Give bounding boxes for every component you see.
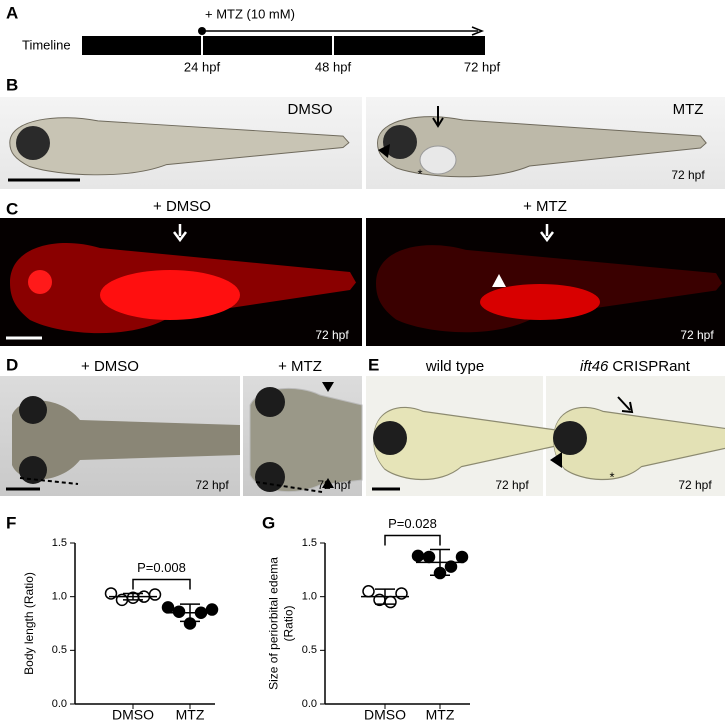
p-value: P=0.028 — [388, 516, 437, 531]
arrowhead — [492, 274, 506, 287]
panel-label: D — [6, 355, 18, 374]
panel-label: A — [6, 3, 18, 22]
y-tick-label: 1.5 — [302, 537, 317, 549]
yolk — [100, 270, 240, 320]
p-value: P=0.008 — [137, 560, 186, 575]
timeline-bar — [82, 36, 485, 55]
y-axis-label: (Ratio) — [282, 605, 296, 641]
caption: + MTZ — [523, 198, 567, 215]
y-tick-label: 0.0 — [52, 698, 67, 710]
time-label: 72 hpf — [680, 328, 714, 342]
width-arrow — [19, 477, 79, 485]
time-label: 72 hpf — [495, 478, 529, 492]
gene-name: ift46 — [580, 358, 609, 375]
y-tick-label: 1.5 — [52, 537, 67, 549]
yolk — [480, 284, 600, 320]
arrowhead — [322, 382, 334, 392]
arrow — [432, 106, 444, 128]
x-tick-label: DMSO — [112, 707, 154, 721]
data-point — [422, 550, 436, 564]
caption-text: CRISPRant — [612, 358, 690, 375]
eye — [19, 456, 47, 484]
time-label: 72 hpf — [678, 478, 712, 492]
timeline-label: Timeline — [22, 37, 71, 52]
arrow-head — [471, 26, 485, 36]
asterisk: * — [417, 166, 422, 181]
eye — [19, 396, 47, 424]
caption: MTZ — [673, 101, 704, 118]
y-axis-label: Size of periorbital edema — [267, 557, 281, 690]
eye — [383, 125, 417, 159]
x-tick-label: DMSO — [364, 707, 406, 721]
y-tick-label: 0.5 — [52, 644, 67, 656]
caption: ift46 CRISPRant — [580, 358, 691, 375]
panel-label: B — [6, 75, 18, 94]
y-tick-label: 1.0 — [52, 591, 67, 603]
arrowhead — [322, 478, 334, 488]
time-label: 72 hpf — [315, 328, 349, 342]
arrow — [617, 396, 634, 414]
eye — [28, 270, 52, 294]
treatment-label: + MTZ (10 mM) — [205, 6, 295, 21]
data-point — [411, 549, 425, 563]
caption: + DMSO — [81, 358, 139, 375]
time-point: 72 hpf — [464, 59, 501, 74]
panel-label: F — [6, 513, 16, 532]
x-tick-label: MTZ — [176, 707, 205, 721]
eye — [553, 421, 587, 455]
y-tick-label: 0.5 — [302, 644, 317, 656]
data-point — [362, 585, 375, 598]
panel-label: E — [368, 355, 379, 374]
caption: + DMSO — [153, 198, 211, 215]
y-tick-label: 0.0 — [302, 698, 317, 710]
larva-dorsal — [12, 400, 240, 480]
asterisk: * — [609, 469, 614, 484]
caption: DMSO — [288, 101, 333, 118]
data-point — [161, 601, 175, 614]
arrow — [540, 224, 554, 243]
data-point — [444, 560, 458, 573]
data-point — [384, 595, 397, 609]
x-tick-label: MTZ — [426, 707, 455, 721]
time-label: 72 hpf — [317, 478, 351, 492]
edema — [419, 145, 457, 175]
y-axis-label: Body length (Ratio) — [22, 572, 36, 675]
panel-label: C — [6, 199, 18, 218]
eye — [255, 387, 285, 417]
panel-label: G — [262, 513, 275, 532]
data-point — [148, 588, 162, 601]
eye — [255, 462, 285, 492]
time-point: 48 hpf — [315, 59, 352, 74]
arrowhead — [550, 452, 562, 468]
charts: F 0.0 0.5 1.0 1.5 Body length (Ratio) DMSO MTZ P… — [6, 513, 470, 721]
arrowhead — [378, 144, 390, 158]
time-point: 24 hpf — [184, 59, 221, 74]
caption: + MTZ — [278, 358, 322, 375]
caption: wild type — [425, 358, 484, 375]
eye — [373, 421, 407, 455]
significance-bracket — [132, 578, 191, 590]
arrow — [173, 224, 187, 243]
y-tick-label: 1.0 — [302, 591, 317, 603]
time-label: 72 hpf — [195, 478, 229, 492]
data-point — [455, 550, 469, 564]
eye — [16, 126, 50, 160]
significance-bracket — [384, 534, 441, 546]
data-point — [172, 605, 186, 618]
time-label: 72 hpf — [671, 168, 705, 182]
